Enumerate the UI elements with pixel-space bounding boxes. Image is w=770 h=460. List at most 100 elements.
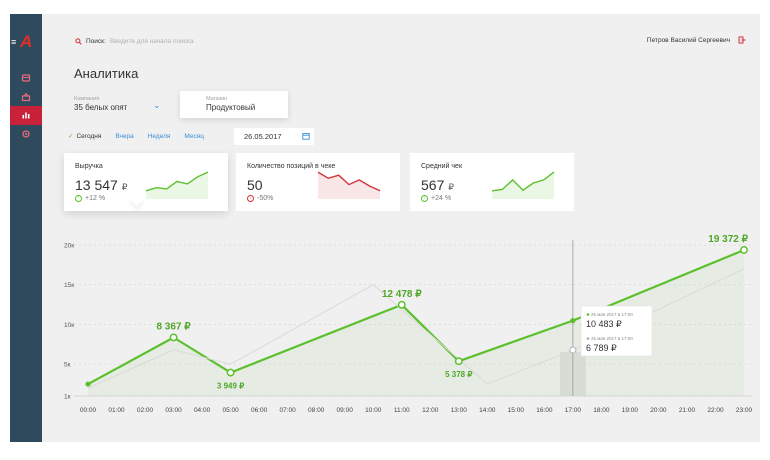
logout-icon[interactable] [738, 36, 746, 44]
data-point [570, 318, 576, 324]
tooltip-date: 25 мая 2017 в 17:00 [591, 336, 633, 341]
x-tick-label: 23:00 [736, 407, 753, 414]
period-week[interactable]: Неделя [147, 132, 171, 140]
x-tick-label: 13:00 [451, 407, 468, 414]
x-tick-label: 17:00 [565, 407, 582, 414]
x-tick-label: 05:00 [222, 407, 239, 414]
card-delta: ↓ -50% [247, 195, 273, 202]
x-tick-label: 14:00 [479, 407, 496, 414]
positions-sparkline [317, 171, 381, 199]
x-tick-label: 15:00 [508, 407, 525, 414]
card-title: Выручка [75, 163, 103, 170]
x-tick-label: 12:00 [422, 407, 439, 414]
x-tick-label: 11:00 [394, 407, 410, 414]
sparkline-line [145, 171, 209, 192]
app-logo[interactable]: A [20, 32, 33, 51]
point-value-label: 5 378 ₽ [445, 370, 472, 379]
point-value-label: 12 478 ₽ [382, 289, 422, 300]
x-tick-label: 06:00 [251, 407, 268, 414]
x-tick-label: 18:00 [593, 407, 610, 414]
store-value: Продуктовый [206, 103, 256, 112]
chevron-down-icon[interactable]: ⌄ [153, 100, 161, 110]
x-tick-label: 00:00 [80, 407, 97, 414]
point-value-label: 3 949 ₽ [217, 382, 244, 391]
x-tick-label: 09:00 [337, 407, 354, 414]
period-today[interactable]: ✓ Сегодня [68, 132, 101, 140]
products-icon[interactable] [21, 92, 31, 102]
card-title: Средний чек [421, 163, 463, 170]
data-point [169, 333, 178, 342]
user-name[interactable]: Петров Василий Сергеевич [646, 37, 730, 44]
y-tick-label: 5к [64, 362, 71, 369]
search-input[interactable]: Введите для начала поиска [109, 38, 194, 45]
x-tick-label: 01:00 [108, 407, 125, 414]
x-tick-label: 02:00 [137, 407, 154, 414]
data-point [397, 300, 406, 309]
trend-up-icon: ↑ [75, 195, 82, 202]
x-tick-label: 03:00 [165, 407, 182, 414]
check-icon: ✓ [68, 133, 74, 140]
chart-tooltip: 26 мая 2017 в 17:00 10 483 ₽ 25 мая 2017 в… [580, 305, 653, 357]
y-tick-label: 1к [64, 394, 71, 401]
x-tick-label: 10:00 [365, 407, 382, 414]
date-field[interactable]: 26.05.2017 [234, 128, 314, 145]
data-point [226, 368, 235, 377]
positions-card[interactable]: Количество позиций в чеке 50 ↓ -50% [236, 153, 400, 211]
period-today-label: Сегодня [76, 133, 102, 140]
period-yesterday[interactable]: Вчера [115, 132, 134, 140]
store-select[interactable]: Магазин Продуктовый [180, 91, 288, 118]
x-tick-label: 07:00 [280, 407, 297, 414]
avg-check-card[interactable]: Средний чек 567 ₽ ↑ +24 % [410, 153, 574, 211]
trend-up-icon: ↑ [421, 195, 428, 202]
x-tick-label: 08:00 [308, 407, 325, 414]
point-value-label: 8 367 ₽ [156, 321, 191, 332]
store-caption: Магазин [206, 96, 228, 102]
card-title: Количество позиций в чеке [247, 163, 336, 170]
card-value: 567 ₽ [421, 177, 454, 193]
tooltip-date: 26 мая 2017 в 17:00 [591, 312, 633, 317]
y-tick-label: 10к [64, 322, 74, 329]
data-point-yesterday [569, 346, 577, 354]
search-bar[interactable]: Поиск: Введите для начала поиска [75, 38, 194, 45]
settings-icon[interactable] [21, 129, 31, 139]
card-value: 50 [247, 177, 263, 193]
tooltip-marker [586, 313, 590, 316]
company-select[interactable]: Компания 35 белых опят [74, 96, 166, 112]
x-tick-label: 21:00 [679, 407, 696, 414]
data-point [85, 381, 91, 387]
card-value: 13 547 ₽ [75, 177, 128, 193]
calendar-icon[interactable] [302, 132, 310, 140]
x-tick-label: 22:00 [707, 407, 724, 414]
app-frame: ≡ A Поиск: Введите для начала поиска Пет… [10, 14, 760, 442]
card-delta: ↑ +12 % [75, 195, 105, 202]
company-value: 35 белых опят [74, 103, 128, 112]
series-area [88, 250, 744, 396]
search-icon [75, 38, 82, 45]
tooltip-value: 10 483 ₽ [586, 319, 622, 329]
menu-icon[interactable]: ≡ [11, 37, 17, 47]
sparkline-area [318, 172, 380, 199]
revenue-card[interactable]: Выручка 13 547 ₽ ↑ +12 % [64, 153, 228, 211]
sparkline-line [491, 171, 555, 192]
data-point [740, 246, 748, 254]
period-month[interactable]: Месяц [184, 132, 205, 140]
sparkline-area [492, 172, 554, 199]
search-label: Поиск: [86, 38, 106, 45]
trend-down-icon: ↓ [247, 195, 254, 202]
orders-icon[interactable] [21, 73, 31, 83]
x-tick-label: 19:00 [622, 407, 639, 414]
analytics-icon[interactable] [21, 110, 31, 120]
y-tick-label: 15к [64, 282, 74, 289]
sparkline-area [146, 172, 208, 199]
company-caption: Компания [74, 96, 100, 102]
x-tick-label: 04:00 [194, 407, 211, 414]
point-value-label: 19 372 ₽ [708, 234, 748, 245]
data-point [454, 357, 463, 366]
y-tick-label: 20к [64, 243, 74, 250]
tooltip-box [580, 305, 653, 357]
sidebar: ≡ A [10, 14, 42, 442]
tooltip-marker [586, 337, 590, 340]
tooltip-value: 6 789 ₽ [586, 343, 617, 353]
period-tabs: ✓ Сегодня Вчера Неделя Месяц [68, 132, 218, 141]
